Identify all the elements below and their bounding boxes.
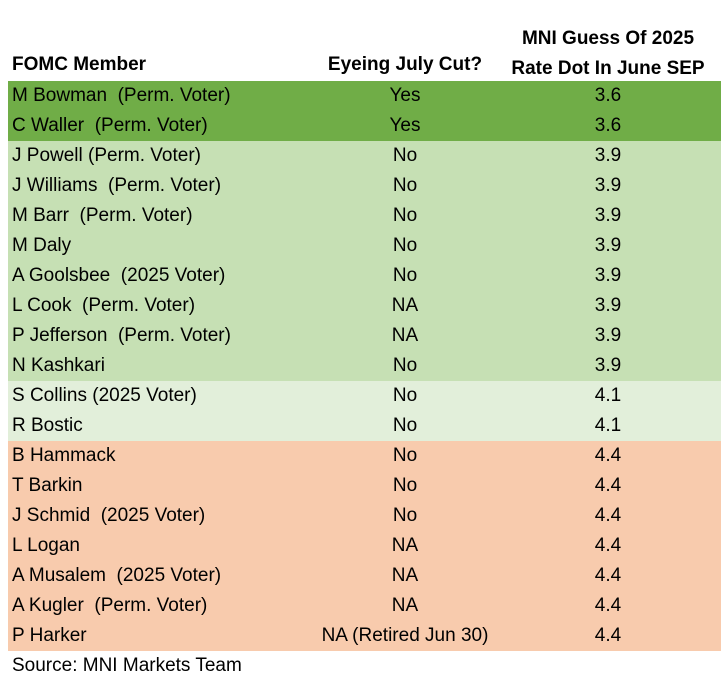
rate-dot-cell: 3.6 <box>594 115 622 136</box>
july-cut-cell: No <box>392 145 418 166</box>
header-rate-dot-line1: MNI Guess Of 2025 <box>521 28 695 49</box>
rate-dot-cell: 4.4 <box>594 475 622 496</box>
table-row: A Goolsbee (2025 Voter) No 3.9 <box>8 261 721 291</box>
table-row: P Harker NA (Retired Jun 30) 4.4 <box>8 621 721 651</box>
member-cell: T Barkin <box>12 475 83 496</box>
member-cell: M Daly <box>12 235 72 256</box>
member-cell: M Bowman (Perm. Voter) <box>12 85 231 106</box>
table-row: P Jefferson (Perm. Voter) NA 3.9 <box>8 321 721 351</box>
rate-dot-cell: 4.4 <box>594 535 622 556</box>
table-body: M Bowman (Perm. Voter) Yes 3.6 C Waller (Pe… <box>8 81 721 651</box>
table-row: L Cook (Perm. Voter) NA 3.9 <box>8 291 721 321</box>
july-cut-cell: No <box>392 175 418 196</box>
rate-dot-cell: 3.9 <box>594 175 622 196</box>
table-row: N Kashkari No 3.9 <box>8 351 721 381</box>
member-cell: M Barr (Perm. Voter) <box>12 205 193 226</box>
rate-dot-cell: 4.1 <box>594 385 622 406</box>
rate-dot-cell: 4.4 <box>594 445 622 466</box>
member-cell: J Schmid (2025 Voter) <box>12 505 206 526</box>
member-cell: J Williams (Perm. Voter) <box>12 175 222 196</box>
member-cell: S Collins (2025 Voter) <box>12 385 197 406</box>
rate-dot-cell: 4.4 <box>594 565 622 586</box>
table-row: J Powell (Perm. Voter) No 3.9 <box>8 141 721 171</box>
july-cut-cell: No <box>392 415 418 436</box>
july-cut-cell: NA <box>391 535 419 556</box>
header-rate-dot-line2: Rate Dot In June SEP <box>511 58 705 79</box>
member-cell: A Kugler (Perm. Voter) <box>12 595 208 616</box>
table-header: FOMC Member Eyeing July Cut? MNI Guess O… <box>8 0 721 81</box>
july-cut-cell: NA <box>391 565 419 586</box>
rate-dot-cell: 4.4 <box>594 505 622 526</box>
table-row: J Schmid (2025 Voter) No 4.4 <box>8 501 721 531</box>
rate-dot-cell: 3.9 <box>594 205 622 226</box>
july-cut-cell: No <box>392 445 418 466</box>
member-cell: N Kashkari <box>12 355 105 376</box>
member-cell: P Harker <box>12 625 87 646</box>
rate-dot-cell: 3.6 <box>594 85 622 106</box>
table-row: M Barr (Perm. Voter) No 3.9 <box>8 201 721 231</box>
fomc-table: FOMC Member Eyeing July Cut? MNI Guess O… <box>8 0 721 681</box>
header-member: FOMC Member <box>12 54 147 75</box>
july-cut-cell: NA <box>391 325 419 346</box>
member-cell: A Goolsbee (2025 Voter) <box>12 265 226 286</box>
table-row: M Daly No 3.9 <box>8 231 721 261</box>
rate-dot-cell: 3.9 <box>594 355 622 376</box>
july-cut-cell: No <box>392 355 418 376</box>
member-cell: B Hammack <box>12 445 116 466</box>
july-cut-cell: NA (Retired Jun 30) <box>321 625 489 646</box>
july-cut-cell: Yes <box>389 115 421 136</box>
july-cut-cell: NA <box>391 595 419 616</box>
rate-dot-cell: 3.9 <box>594 265 622 286</box>
member-cell: L Cook (Perm. Voter) <box>12 295 196 316</box>
table-row: M Bowman (Perm. Voter) Yes 3.6 <box>8 81 721 111</box>
table-row: B Hammack No 4.4 <box>8 441 721 471</box>
july-cut-cell: No <box>392 235 418 256</box>
rate-dot-cell: 3.9 <box>594 145 622 166</box>
source-note: Source: MNI Markets Team <box>12 655 242 676</box>
member-cell: C Waller (Perm. Voter) <box>12 115 208 136</box>
july-cut-cell: No <box>392 265 418 286</box>
rate-dot-cell: 3.9 <box>594 295 622 316</box>
member-cell: A Musalem (2025 Voter) <box>12 565 222 586</box>
july-cut-cell: No <box>392 385 418 406</box>
rate-dot-cell: 3.9 <box>594 235 622 256</box>
table-row: T Barkin No 4.4 <box>8 471 721 501</box>
rate-dot-cell: 3.9 <box>594 325 622 346</box>
table-row: S Collins (2025 Voter) No 4.1 <box>8 381 721 411</box>
table-row: L Logan NA 4.4 <box>8 531 721 561</box>
rate-dot-cell: 4.1 <box>594 415 622 436</box>
member-cell: L Logan <box>12 535 80 556</box>
table-row: J Williams (Perm. Voter) No 3.9 <box>8 171 721 201</box>
member-cell: P Jefferson (Perm. Voter) <box>12 325 231 346</box>
rate-dot-cell: 4.4 <box>594 625 622 646</box>
header-rate-dot: MNI Guess Of 2025 Rate Dot In June SEP <box>505 24 711 84</box>
july-cut-cell: No <box>392 475 418 496</box>
table-row: C Waller (Perm. Voter) Yes 3.6 <box>8 111 721 141</box>
july-cut-cell: Yes <box>389 85 421 106</box>
table-row: A Musalem (2025 Voter) NA 4.4 <box>8 561 721 591</box>
header-july-cut: Eyeing July Cut? <box>327 54 483 75</box>
july-cut-cell: No <box>392 505 418 526</box>
july-cut-cell: NA <box>391 295 419 316</box>
member-cell: J Powell (Perm. Voter) <box>12 145 201 166</box>
july-cut-cell: No <box>392 205 418 226</box>
table-row: R Bostic No 4.1 <box>8 411 721 441</box>
table-row: A Kugler (Perm. Voter) NA 4.4 <box>8 591 721 621</box>
rate-dot-cell: 4.4 <box>594 595 622 616</box>
member-cell: R Bostic <box>12 415 83 436</box>
